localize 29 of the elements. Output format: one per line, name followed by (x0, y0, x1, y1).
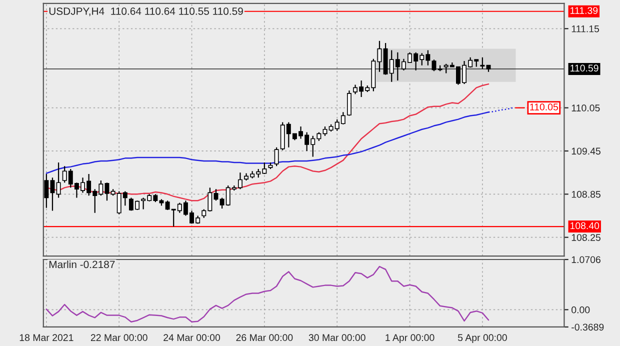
x-tick-label: 18 Mar 2021 (20, 334, 74, 342)
candlestick (346, 90, 352, 116)
y-tick-label: 108.85 (572, 190, 600, 198)
candlestick (214, 188, 218, 202)
ref-line-label: 110.59 (570, 64, 598, 72)
chart-title: USDJPY,H4 110.64 110.64 110.55 110.59 (49, 8, 243, 16)
y-tick-label: -0.3689 (572, 324, 604, 331)
y-tick-label: 0.00 (572, 306, 590, 314)
y-tick-label: 111.15 (572, 25, 600, 32)
x-tick-label: 30 Mar 00:00 (308, 334, 366, 342)
y-tick-label: 1.0706 (572, 256, 600, 264)
candlestick (322, 126, 328, 136)
x-tick-label: 26 Mar 00:00 (236, 334, 293, 342)
x-tick-label: 1 Apr 00:00 (386, 334, 434, 343)
candlestick (104, 182, 110, 202)
y-tick-label: 110.05 (572, 104, 600, 112)
x-tick-label: 22 Mar 00:00 (90, 334, 148, 342)
candlestick (274, 146, 279, 167)
y-tick-label: 109.45 (572, 148, 600, 155)
candlestick (44, 173, 49, 208)
x-tick-label: 24 Mar 00:00 (164, 334, 220, 342)
annotation: 110.05 (530, 104, 558, 110)
x-tick-label: 5 Apr 00:00 (458, 334, 507, 343)
ref-line-label: 111.39 (570, 7, 598, 14)
candlestick (56, 162, 61, 198)
candlestick (50, 177, 55, 212)
ref-line-label: 108.40 (570, 222, 600, 230)
chart-title: Marlin -0.2187 (49, 260, 115, 268)
y-tick-label: 108.25 (572, 234, 600, 241)
